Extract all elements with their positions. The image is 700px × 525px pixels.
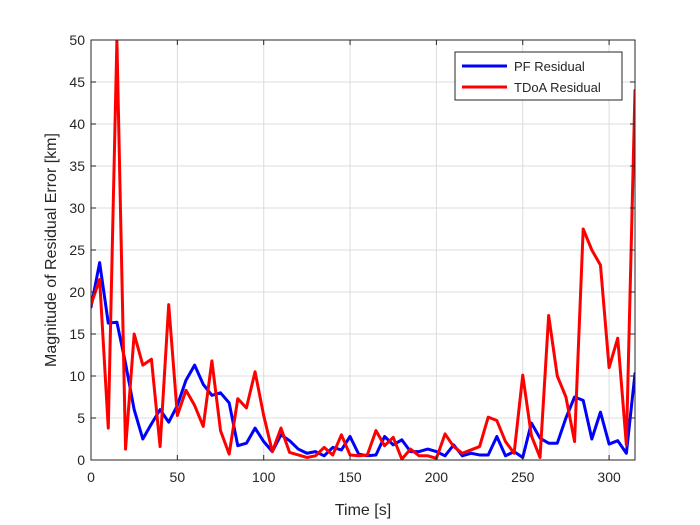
y-axis-label: Magnitude of Residual Error [km] [43, 133, 60, 367]
x-tick-label: 300 [597, 469, 621, 485]
x-tick-label: 100 [252, 469, 276, 485]
x-tick-label: 150 [338, 469, 362, 485]
legend-entry-pf: PF Residual [514, 59, 585, 74]
y-tick-label: 35 [69, 158, 85, 174]
x-tick-label: 200 [425, 469, 449, 485]
x-axis-label: Time [s] [335, 502, 391, 519]
x-tick-label: 250 [511, 469, 535, 485]
series-line-tdoa [91, 40, 635, 460]
y-tick-label: 25 [69, 242, 85, 258]
ticks: 0 50 100 150 200 250 300 0 5 10 15 20 25 30 35 40 45 50 [69, 32, 635, 485]
plot-area: 0 50 100 150 200 250 300 0 5 10 15 20 25 30 35 40 45 50 [69, 32, 636, 485]
x-tick-label: 50 [170, 469, 186, 485]
legend-entry-tdoa: TDoA Residual [514, 80, 601, 95]
y-tick-label: 20 [69, 284, 85, 300]
y-tick-label: 15 [69, 326, 85, 342]
y-tick-label: 10 [69, 368, 85, 384]
legend: PF Residual TDoA Residual [454, 51, 623, 101]
y-tick-label: 50 [69, 32, 85, 48]
y-tick-label: 30 [69, 200, 85, 216]
y-tick-label: 5 [77, 410, 85, 426]
legend-box [454, 51, 623, 101]
series-layer [91, 40, 635, 460]
y-tick-label: 0 [77, 452, 85, 468]
x-tick-label: 0 [87, 469, 95, 485]
y-tick-label: 40 [69, 116, 85, 132]
y-tick-label: 45 [69, 74, 85, 90]
